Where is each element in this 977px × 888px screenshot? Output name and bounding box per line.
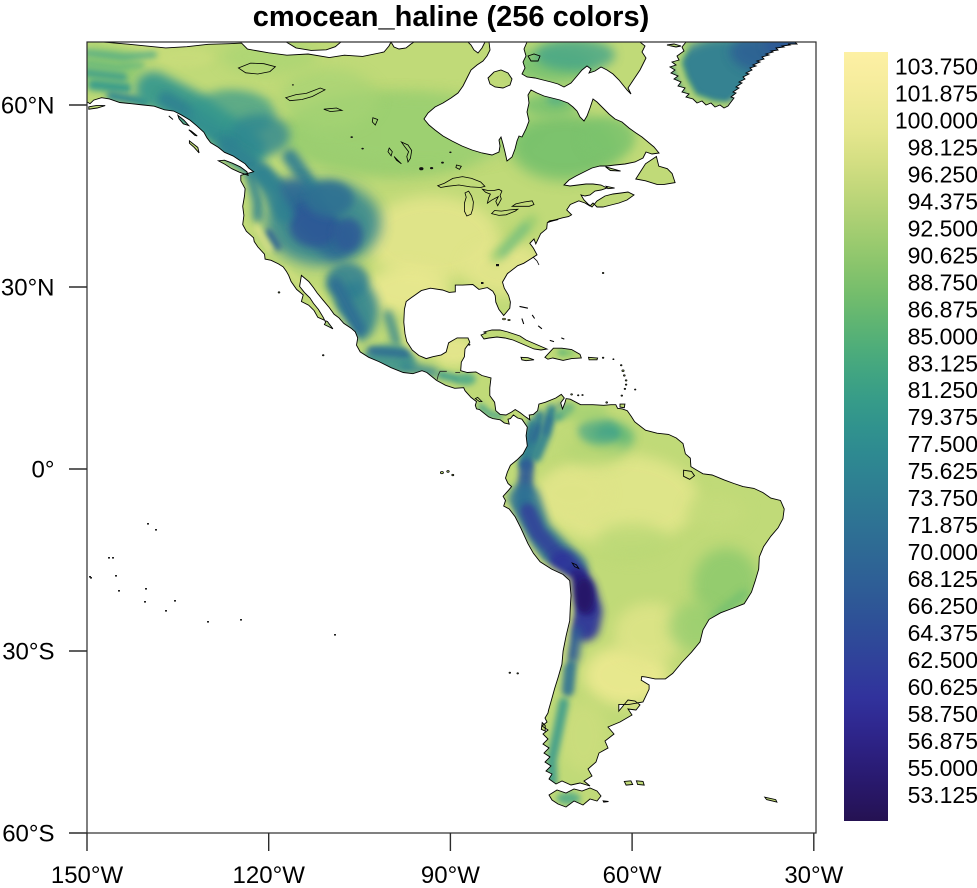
svg-text:64.375: 64.375 — [908, 620, 977, 646]
svg-text:55.000: 55.000 — [908, 755, 977, 781]
svg-text:120°W: 120°W — [233, 862, 306, 888]
svg-text:79.375: 79.375 — [908, 404, 977, 430]
svg-text:30°S: 30°S — [2, 639, 54, 666]
svg-text:53.125: 53.125 — [908, 782, 977, 808]
svg-text:86.875: 86.875 — [908, 296, 977, 322]
svg-text:150°W: 150°W — [51, 862, 124, 888]
svg-text:60°W: 60°W — [603, 862, 662, 888]
svg-text:75.625: 75.625 — [908, 458, 977, 484]
svg-text:90.625: 90.625 — [908, 242, 977, 268]
svg-text:62.500: 62.500 — [908, 647, 977, 673]
svg-text:85.000: 85.000 — [908, 323, 977, 349]
svg-text:92.500: 92.500 — [908, 215, 977, 241]
svg-text:98.125: 98.125 — [908, 135, 977, 161]
svg-text:30°N: 30°N — [1, 275, 55, 302]
svg-text:94.375: 94.375 — [908, 188, 977, 214]
svg-text:60.625: 60.625 — [908, 674, 977, 700]
svg-text:96.250: 96.250 — [908, 162, 977, 188]
svg-text:60°S: 60°S — [2, 821, 54, 848]
svg-text:100.000: 100.000 — [895, 108, 977, 134]
svg-text:66.250: 66.250 — [908, 593, 977, 619]
svg-text:58.750: 58.750 — [908, 701, 977, 727]
svg-text:81.250: 81.250 — [908, 377, 977, 403]
svg-text:56.875: 56.875 — [908, 728, 977, 754]
svg-text:cmocean_haline (256 colors): cmocean_haline (256 colors) — [253, 1, 650, 33]
svg-text:30°W: 30°W — [784, 862, 843, 888]
svg-text:101.875: 101.875 — [895, 81, 977, 107]
svg-text:103.750: 103.750 — [895, 54, 977, 80]
svg-text:0°: 0° — [32, 457, 55, 484]
svg-text:90°W: 90°W — [421, 862, 480, 888]
svg-text:83.125: 83.125 — [908, 350, 977, 376]
svg-text:68.125: 68.125 — [908, 566, 977, 592]
svg-text:71.875: 71.875 — [908, 512, 977, 538]
svg-text:77.500: 77.500 — [908, 431, 977, 457]
svg-text:73.750: 73.750 — [908, 485, 977, 511]
svg-text:70.000: 70.000 — [908, 539, 977, 565]
svg-text:60°N: 60°N — [1, 93, 55, 120]
svg-text:88.750: 88.750 — [908, 269, 977, 295]
